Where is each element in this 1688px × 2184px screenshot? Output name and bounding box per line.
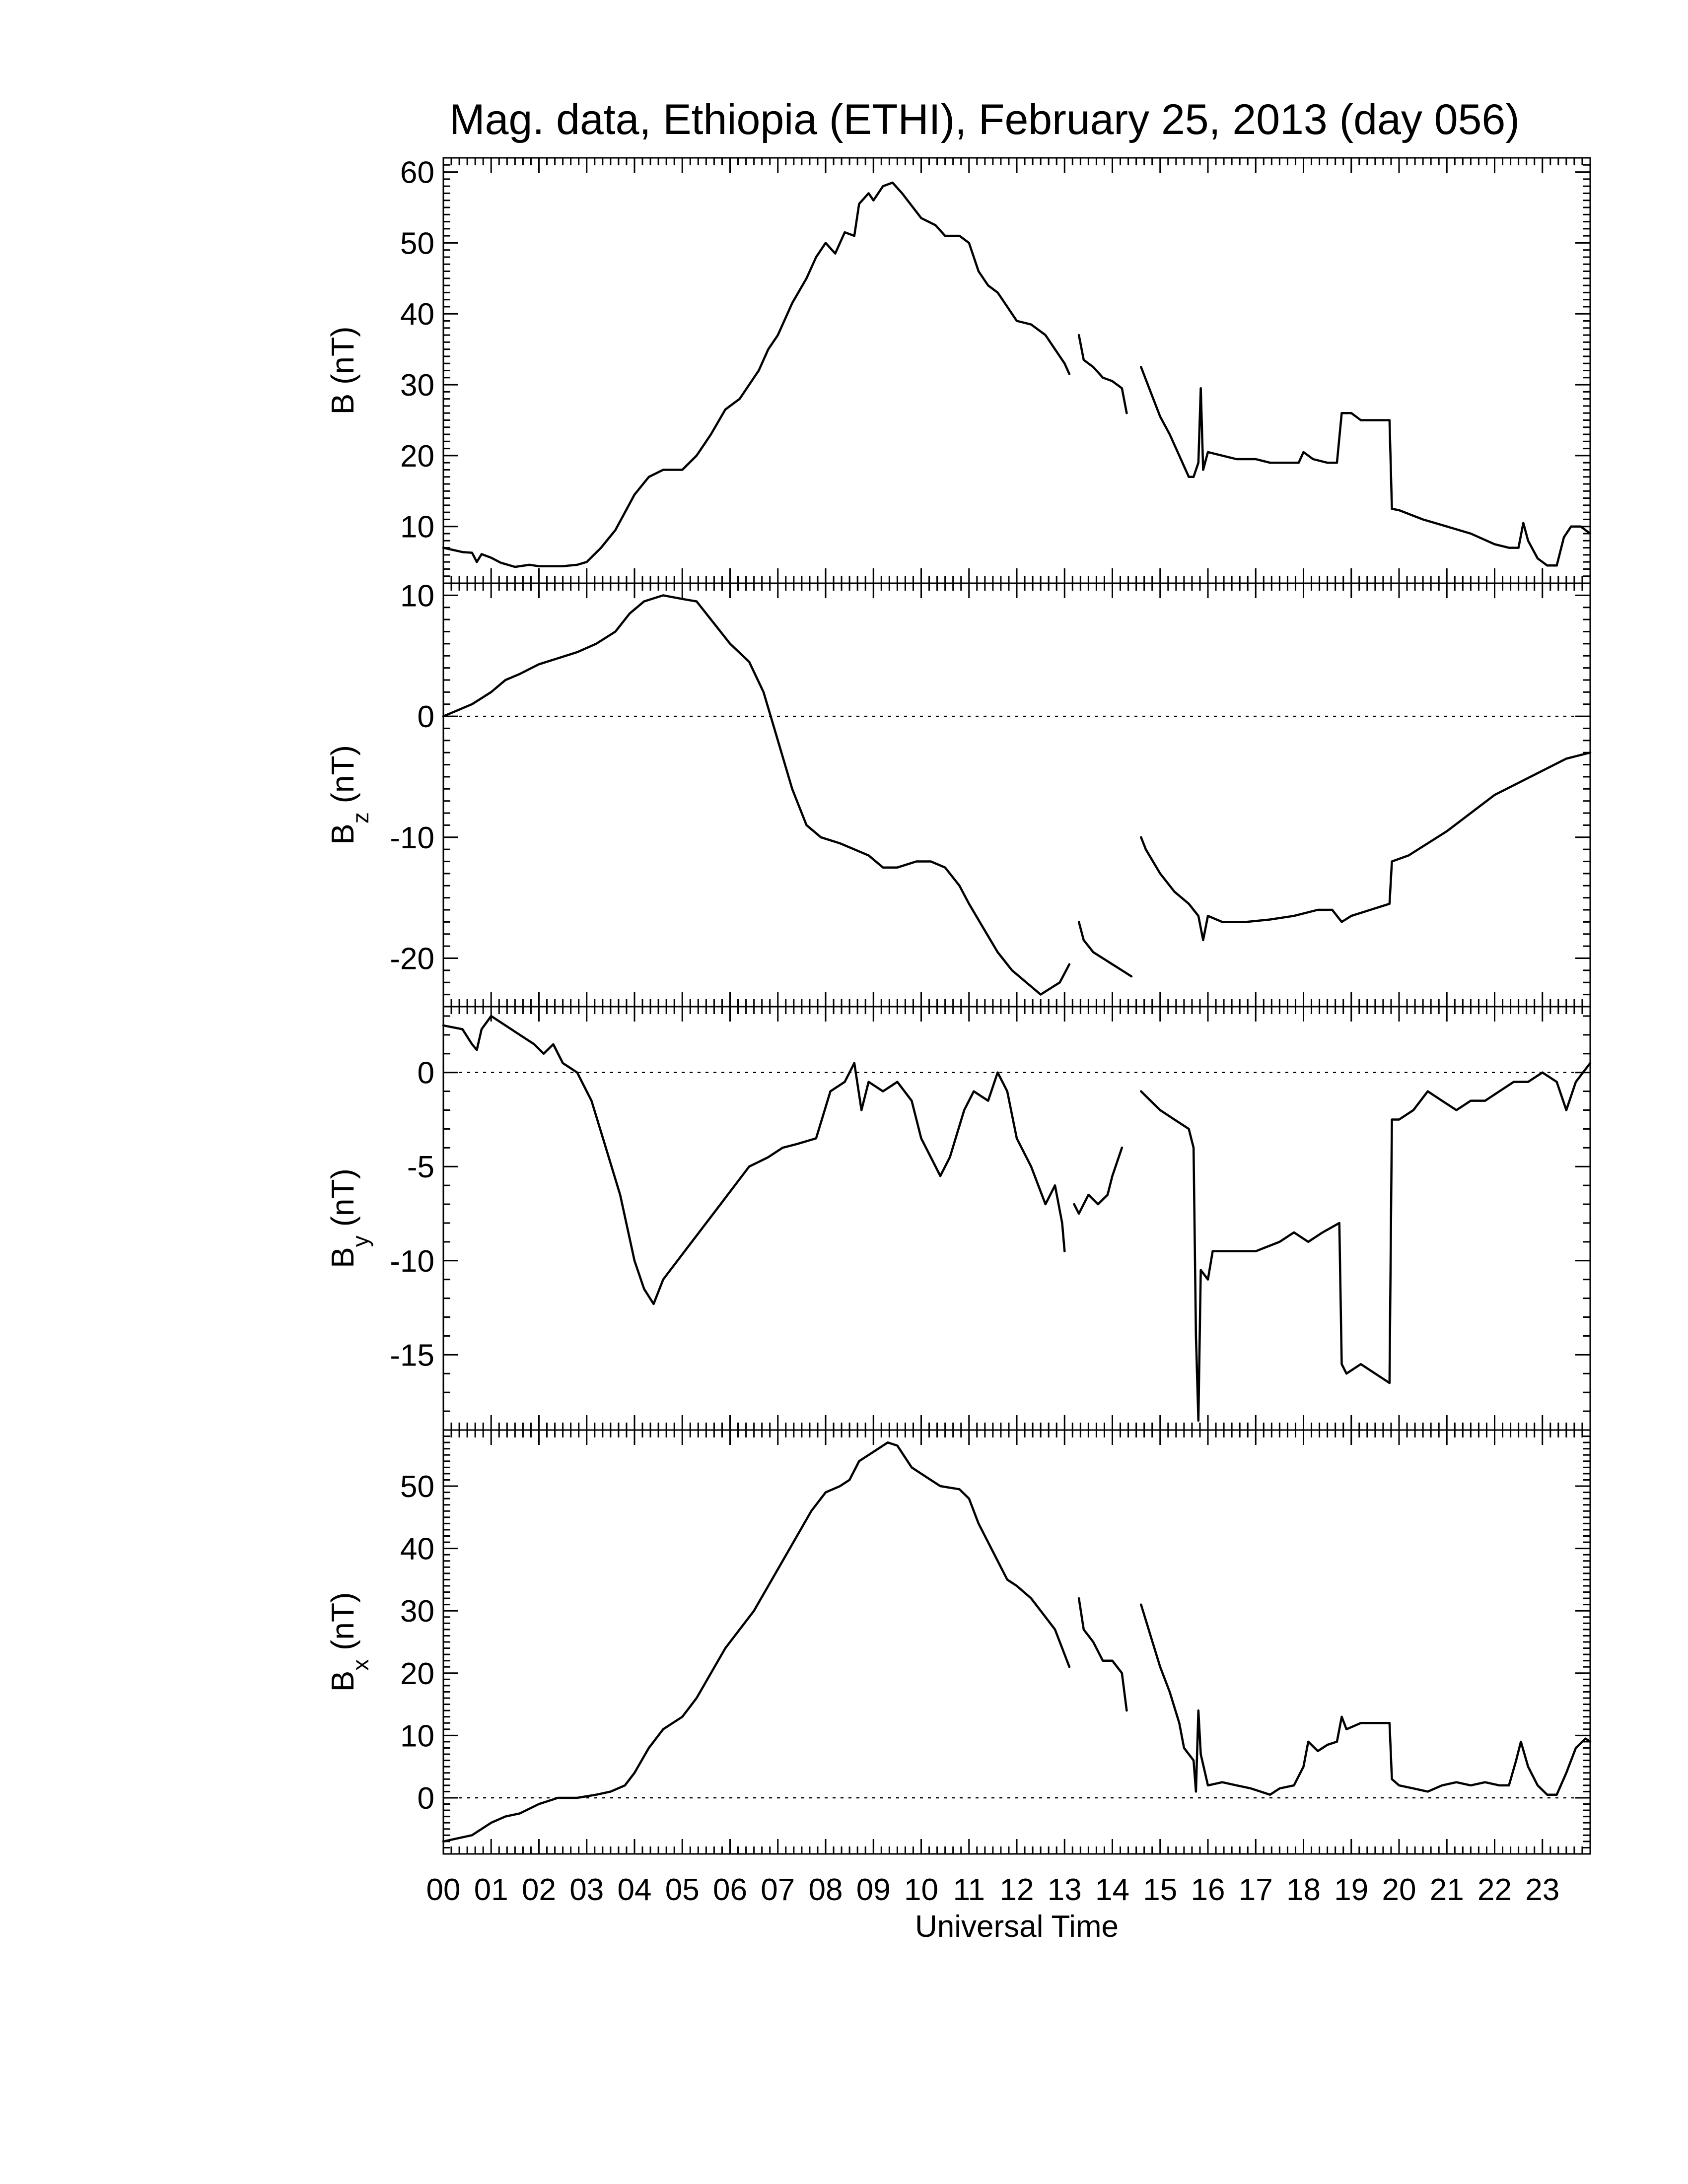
y-tick-label: 60 [400,156,434,190]
panel-by: -15 -10 -5 0 By (nT) [325,1006,1592,1431]
y-tick-label: 0 [418,1056,434,1091]
x-tick-label: 13 [1048,1873,1082,1907]
series-line-by [442,1015,1066,1305]
panel-b: 10 20 30 40 50 60 B (nT) [325,156,1592,584]
x-tick-label: 08 [809,1873,843,1907]
x-tick-label: 06 [713,1873,747,1907]
x-tick-label: 21 [1430,1873,1464,1907]
chart-title: Mag. data, Ethiopia (ETHI), February 25,… [449,96,1520,143]
x-axis-label: Universal Time [915,1910,1119,1944]
series-line-bx [1077,1597,1128,1712]
series-line-bx [1140,1603,1592,1796]
x-tick-label: 14 [1095,1873,1129,1907]
y-tick-label: 10 [400,510,434,545]
x-tick-label: 15 [1143,1873,1177,1907]
x-tick-label: 05 [665,1873,700,1907]
series-line-bx [442,1441,1071,1843]
x-tick-label: 04 [618,1873,652,1907]
x-tick-label: 03 [569,1873,604,1907]
x-tick-label: 07 [761,1873,795,1907]
series-line-bz [442,594,1071,996]
x-tick-label: 12 [1000,1873,1034,1907]
x-tick-label: 23 [1525,1873,1559,1907]
x-tick-labels: 00 01 02 03 04 05 06 07 08 09 10 11 12 13 14 15 16 17 18 19… [426,1873,1560,1907]
y-axis-label: Bz (nT) [325,745,373,845]
y-tick-label: 50 [400,1470,434,1504]
y-axis-label: By (nT) [325,1168,373,1268]
y-tick-label: 40 [400,297,434,332]
x-tick-label: 20 [1382,1873,1416,1907]
y-axis-label: Bx (nT) [325,1592,373,1692]
x-tick-label: 11 [953,1873,985,1907]
y-tick-label: -10 [390,821,434,855]
x-tick-label: 16 [1191,1873,1225,1907]
y-tick-label: 20 [400,439,434,474]
y-tick-label: -10 [390,1244,434,1279]
x-tick-label: 02 [522,1873,556,1907]
series-line-b [442,181,1071,568]
y-tick-label: 50 [400,226,434,261]
y-axis-label: B (nT) [325,327,360,415]
x-tick-label: 18 [1286,1873,1321,1907]
y-tick-label: -20 [390,942,434,976]
y-tick-label: 40 [400,1532,434,1567]
x-tick-label: 22 [1477,1873,1512,1907]
series-line-b [1140,366,1592,567]
x-tick-label: 10 [904,1873,938,1907]
x-tick-label: 19 [1334,1873,1368,1907]
x-tick-label: 00 [426,1873,461,1907]
panel-bx: 0 10 20 30 40 50 Bx (nT) [325,1429,1592,1855]
x-tick-label: 09 [856,1873,891,1907]
panel-frame [442,157,1591,584]
series-line-bz [1140,751,1592,942]
series-line-by [1140,1062,1592,1422]
y-tick-label: 0 [418,700,434,734]
y-tick-label: 10 [400,1719,434,1753]
y-tick-label: 20 [400,1657,434,1691]
y-tick-label: -5 [407,1150,434,1184]
panel-frame [442,1006,1591,1431]
series-line-b [1077,334,1128,414]
series-line-bz [1077,921,1133,978]
y-tick-label: 30 [400,1594,434,1629]
y-tick-label: -15 [390,1338,434,1372]
y-tick-label: 0 [418,1781,434,1816]
y-tick-label: 30 [400,368,434,403]
panels: 10 20 30 40 50 60 B (nT) -20 -10 0 10 Bz (nT) -15 -10… [325,156,1592,1855]
panel-bz: -20 -10 0 10 Bz (nT) [325,579,1592,1008]
x-tick-label: 17 [1239,1873,1273,1907]
panel-frame [442,582,1591,1008]
y-tick-label: 10 [400,579,434,613]
series-line-by [1073,1147,1124,1215]
x-tick-label: 01 [474,1873,508,1907]
